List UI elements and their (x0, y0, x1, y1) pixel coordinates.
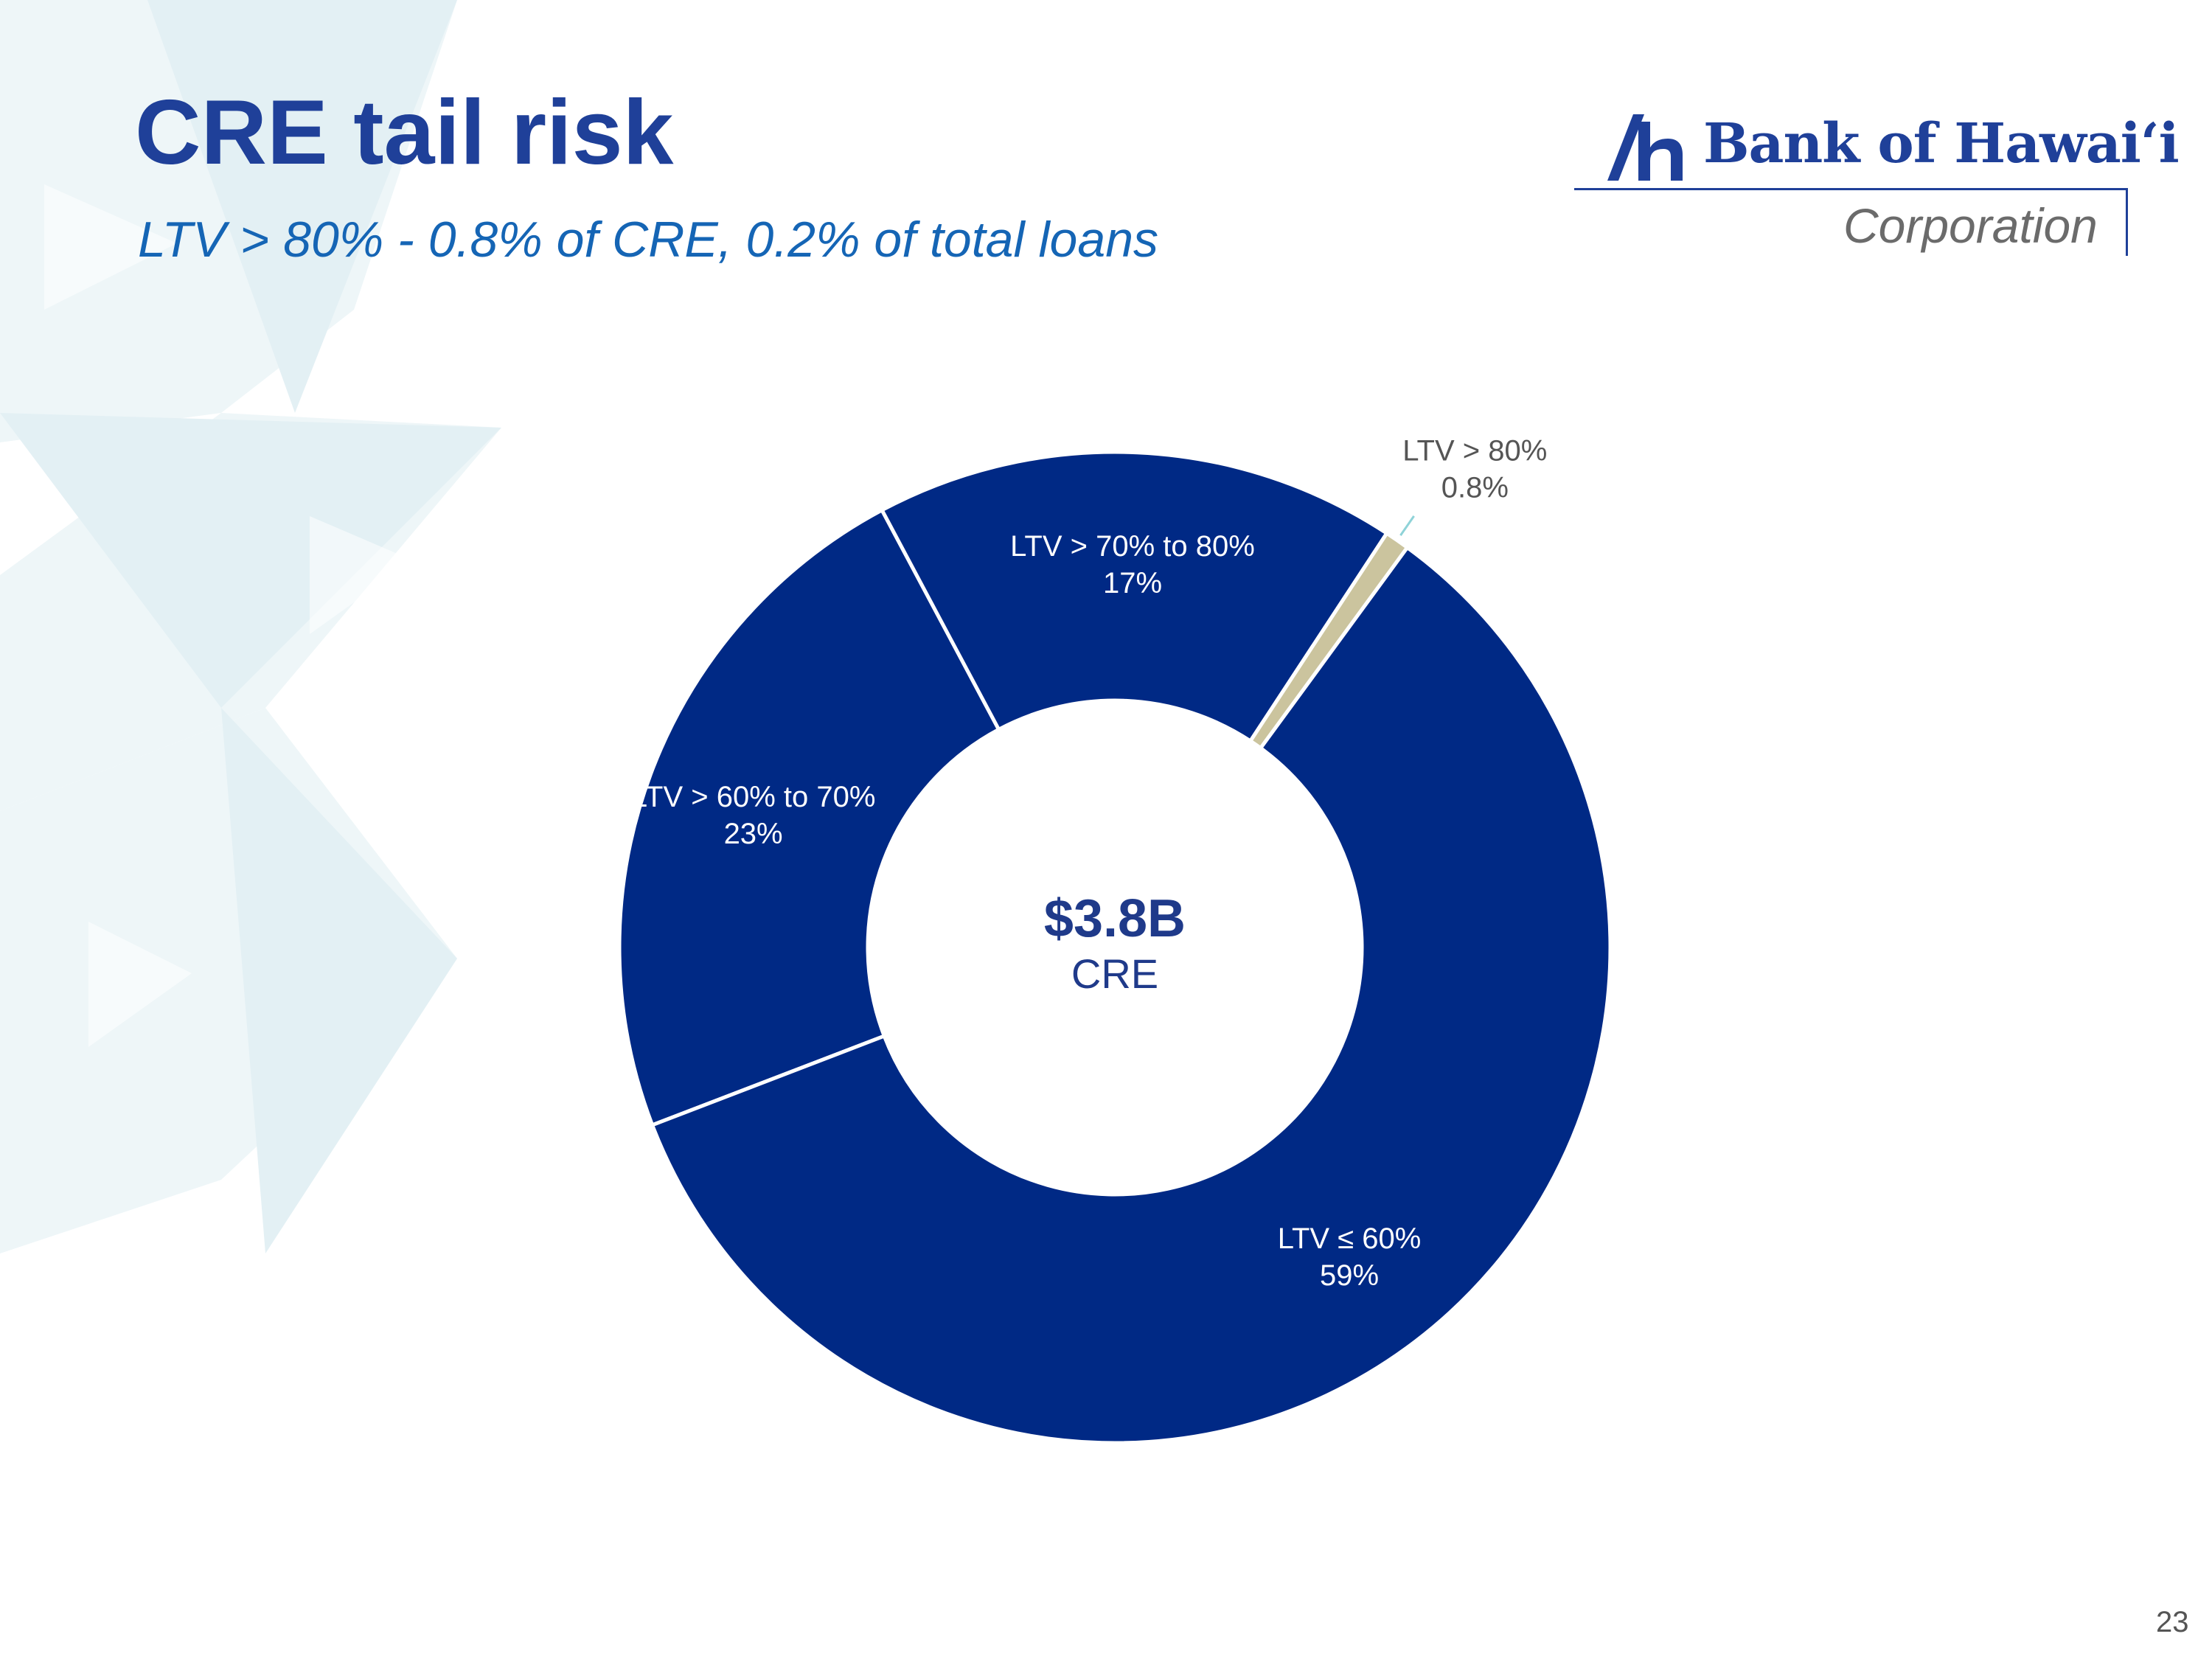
page-number: 23 (2156, 1606, 2189, 1638)
donut-slice-4 (650, 545, 1613, 1445)
slice-label-2: LTV > 70% to 80% (1010, 530, 1255, 563)
slice-value-label-2: 17% (1103, 567, 1162, 599)
slice-value-label-4: 59% (1320, 1259, 1379, 1292)
slice-label-1: LTV > 60% to 70% (631, 781, 876, 813)
bank-logo-icon (1607, 114, 1683, 181)
donut-labels: LTV > 60% to 70% 23% LTV > 70% to 80% 17% LT… (631, 434, 1548, 1291)
slice-label-4: LTV ≤ 60% (1278, 1222, 1422, 1255)
donut-center-value: $3.8B (1044, 889, 1186, 948)
slice-value-label-1: 23% (724, 818, 783, 850)
slice-label-3: LTV > 80% (1402, 434, 1547, 467)
bank-logo-rule (1574, 188, 2127, 190)
page-title: CRE tail risk (135, 82, 674, 184)
donut-slice-1 (617, 507, 1001, 1128)
slice-value-label-3: 0.8% (1441, 471, 1509, 504)
leader-line-3 (1399, 515, 1415, 537)
page-subtitle: LTV > 80% - 0.8% of CRE, 0.2% of total l… (138, 212, 1159, 268)
bank-logo-vertical-rule (2126, 188, 2128, 256)
bank-logo-name: Bank of Hawaiʻi (1703, 112, 2180, 175)
background-star-pattern (0, 0, 501, 1253)
bank-logo-tagline: Corporation (1843, 198, 2098, 253)
bank-logo: Bank of Hawaiʻi Corporation (1574, 103, 2180, 265)
donut-leader-lines (1399, 515, 1415, 537)
donut-slice-2 (879, 450, 1390, 744)
donut-slices (617, 450, 1613, 1445)
donut-center-label: CRE (1071, 950, 1158, 997)
